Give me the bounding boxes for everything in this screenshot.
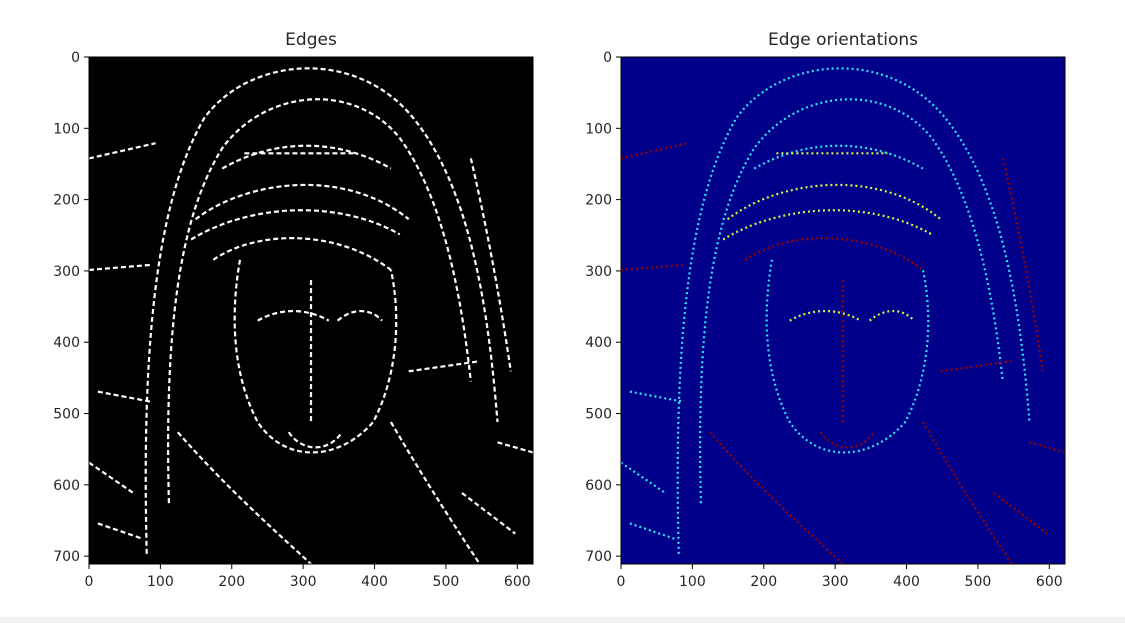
chart-title: Edges	[285, 30, 337, 50]
edge-stroke	[235, 260, 397, 453]
edge-stroke	[678, 68, 1030, 554]
x-axis: 0 100 200 300 400 500 600	[85, 564, 531, 590]
y-tick-label: 0	[603, 50, 612, 66]
y-axis: 0 100 200 300 400 500 600 700	[53, 50, 89, 565]
bottom-strip	[0, 617, 1125, 623]
x-tick-label: 600	[504, 574, 531, 590]
x-tick-label: 400	[893, 574, 920, 590]
edge-stroke	[222, 146, 391, 169]
y-tick-label: 0	[71, 50, 80, 66]
edge-stroke	[289, 280, 342, 447]
edge-stroke	[191, 210, 400, 239]
edge-stroke	[462, 442, 533, 533]
edge-stroke	[790, 311, 914, 321]
y-axis: 0 100 200 300 400 500 600 700	[585, 50, 621, 565]
edge-stroke	[710, 432, 843, 564]
edge-stroke	[994, 442, 1065, 533]
edge-stroke	[213, 238, 391, 270]
image-background	[89, 57, 533, 564]
y-tick-label: 500	[585, 407, 612, 423]
subplot-edges: Edges 0 100 200 300 400 500 600 0 100 200 300 400 5…	[53, 30, 534, 590]
x-tick-label: 300	[290, 574, 317, 590]
edge-stroke	[723, 210, 932, 239]
y-tick-label: 500	[53, 407, 80, 423]
y-tick-label: 200	[585, 193, 612, 209]
edge-stroke	[728, 185, 941, 219]
axes-frame	[620, 56, 1066, 565]
y-tick-label: 600	[585, 478, 612, 494]
edge-stroke	[258, 311, 382, 321]
y-tick-label: 700	[585, 549, 612, 565]
y-tick-label: 100	[53, 121, 80, 137]
x-tick-label: 500	[965, 574, 992, 590]
x-tick-label: 100	[679, 574, 706, 590]
edge-stroke	[621, 392, 683, 539]
edge-stroke	[168, 99, 471, 503]
x-tick-label: 200	[750, 574, 777, 590]
edge-stroke	[754, 146, 923, 169]
axes-frame	[88, 56, 534, 565]
edge-stroke	[196, 185, 409, 219]
x-tick-label: 0	[617, 574, 626, 590]
edge-stroke	[923, 422, 1012, 564]
edge-stroke	[821, 280, 874, 447]
x-tick-label: 200	[218, 574, 245, 590]
edge-stroke	[146, 68, 498, 554]
edge-stroke	[178, 432, 311, 564]
x-tick-label: 500	[433, 574, 460, 590]
x-tick-label: 300	[822, 574, 849, 590]
chart-title: Edge orientations	[768, 30, 918, 50]
y-tick-label: 600	[53, 478, 80, 494]
edge-stroke	[621, 143, 1012, 371]
edge-stroke	[745, 238, 923, 270]
subplot-edge-orientations: Edge orientations 0 100 200 300 400 500 600 0 1…	[585, 30, 1066, 590]
x-tick-label: 400	[361, 574, 388, 590]
x-tick-label: 0	[85, 574, 94, 590]
edge-stroke	[391, 422, 480, 564]
edge-stroke	[89, 392, 151, 539]
y-tick-label: 400	[585, 335, 612, 351]
edge-stroke	[89, 143, 480, 371]
x-tick-label: 600	[1036, 574, 1063, 590]
orientation-image	[621, 68, 1065, 564]
y-tick-label: 100	[585, 121, 612, 137]
y-tick-label: 300	[585, 264, 612, 280]
edge-stroke	[471, 158, 511, 371]
y-tick-label: 300	[53, 264, 80, 280]
edge-image	[89, 68, 533, 564]
y-tick-label: 200	[53, 193, 80, 209]
x-tick-label: 100	[147, 574, 174, 590]
y-tick-label: 400	[53, 335, 80, 351]
x-axis: 0 100 200 300 400 500 600	[617, 564, 1063, 590]
edge-stroke	[700, 99, 1003, 503]
edge-stroke	[767, 260, 929, 453]
y-tick-label: 700	[53, 549, 80, 565]
